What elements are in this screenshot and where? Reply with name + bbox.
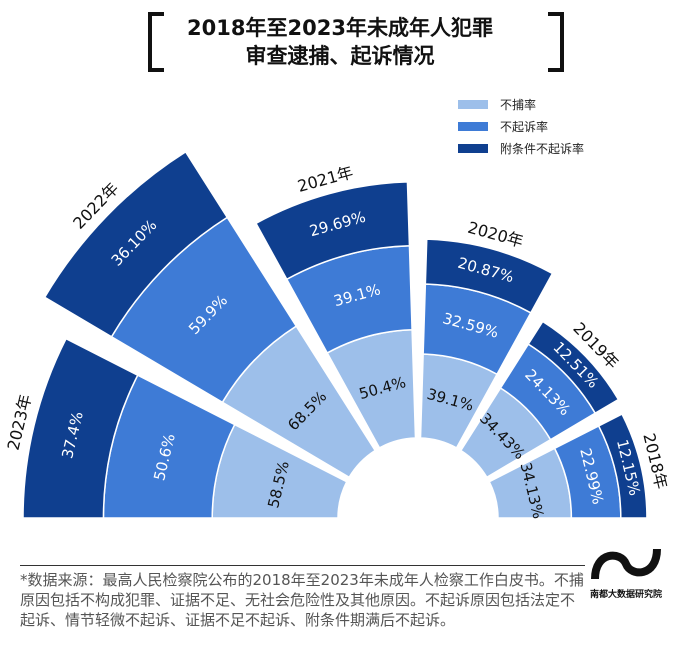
- legend-item: 不捕率: [458, 93, 584, 115]
- chart-title-line1: 2018年至2023年未成年人犯罪: [187, 16, 493, 40]
- logo-text: 南都大数据研究院: [589, 590, 662, 600]
- legend-label: 不起诉率: [500, 119, 549, 134]
- legend-item: 附条件不起诉率: [458, 137, 584, 159]
- legend-label: 附条件不起诉率: [500, 141, 585, 156]
- source-note: *数据来源：最高人民检察院公布的2018年至2023年未成年人检察工作白皮书。不…: [20, 565, 585, 630]
- legend: 不捕率 不起诉率 附条件不起诉率: [458, 93, 584, 159]
- legend-swatch: [458, 99, 488, 109]
- wedge-segment: [424, 238, 554, 314]
- wedge-segment: [527, 320, 620, 415]
- title-bracket-right: [548, 12, 564, 72]
- wedge-segment: [43, 150, 229, 338]
- legend-swatch: [458, 143, 488, 153]
- legend-item: 不起诉率: [458, 115, 584, 137]
- legend-swatch: [458, 121, 488, 131]
- title-bracket-left: [148, 12, 164, 72]
- legend-label: 不捕率: [500, 97, 537, 112]
- logo: 南都大数据研究院: [586, 545, 666, 600]
- logo-mark-icon: [591, 548, 661, 580]
- polar-bar-chart: 58.5%50.6%37.4%2023年 68.5%59.9%36.10%2022…: [3, 150, 671, 521]
- wedge-segment: [22, 337, 139, 519]
- wedge-segment: [597, 413, 648, 519]
- chart-title-line2: 审查逮捕、起诉情况: [245, 44, 435, 68]
- wedge-segment: [254, 181, 411, 281]
